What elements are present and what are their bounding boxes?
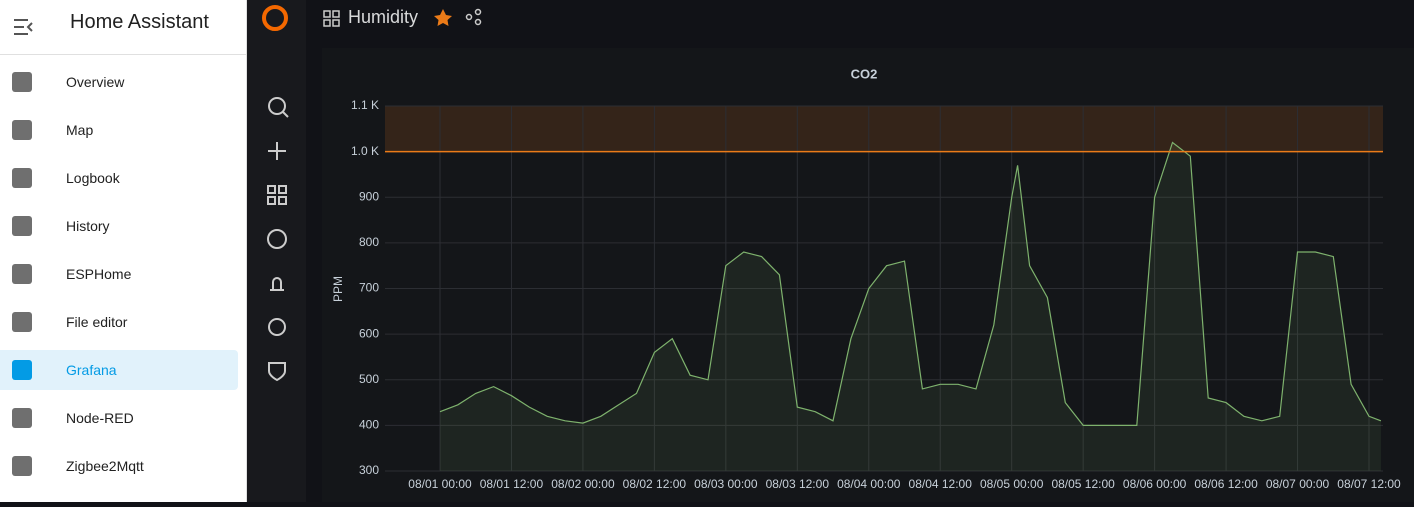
nav-item[interactable]: Grafana: [0, 350, 238, 390]
panel-title: CO2: [851, 66, 878, 81]
nav-label: History: [66, 218, 110, 234]
x-tick-label: 08/05 12:00: [1051, 477, 1115, 491]
share-icon[interactable]: [465, 8, 482, 26]
x-tick-label: 08/03 12:00: [766, 477, 830, 491]
dashboard-title[interactable]: Humidity: [348, 7, 418, 27]
panel: [322, 48, 1414, 502]
x-tick-label: 08/05 00:00: [980, 477, 1044, 491]
nav-icon: [12, 408, 32, 428]
x-tick-label: 08/06 00:00: [1123, 477, 1187, 491]
nav-item[interactable]: Overview: [0, 62, 238, 102]
nav-item[interactable]: History: [0, 206, 238, 246]
y-tick-label: 600: [359, 326, 379, 340]
x-tick-label: 08/02 12:00: [623, 477, 687, 491]
sidebar: Home Assistant Overview Map Logbook History…: [0, 0, 247, 502]
nav-icon: [12, 456, 32, 476]
nav-icon: [12, 216, 32, 236]
nav-icon: [12, 360, 32, 380]
x-tick-label: 08/04 00:00: [837, 477, 901, 491]
y-tick-label: 500: [359, 372, 379, 386]
nav-icons: [262, 5, 289, 382]
nav-label: Map: [66, 122, 94, 138]
y-tick-label: 800: [359, 235, 379, 249]
x-tick-label: 08/07 00:00: [1266, 477, 1330, 491]
menu-icon[interactable]: [12, 15, 36, 39]
nav-icon: [12, 312, 32, 332]
nav-item[interactable]: Logbook: [0, 158, 238, 198]
nav-label: Grafana: [66, 362, 117, 378]
nav-icon: [12, 264, 32, 284]
y-tick-label: 300: [359, 463, 379, 477]
y-tick-label: 700: [359, 281, 379, 295]
nav-label: File editor: [66, 314, 128, 330]
x-tick-label: 08/03 00:00: [694, 477, 758, 491]
nav-item[interactable]: ESPHome: [0, 254, 238, 294]
star-icon[interactable]: [434, 9, 452, 26]
y-tick-label: 1.1 K: [351, 98, 379, 112]
series-line: [439, 141, 1382, 426]
x-tick-label: 08/06 12:00: [1194, 477, 1258, 491]
y-tick-label: 1.0 K: [351, 144, 379, 158]
grafana-nav: [247, 0, 306, 502]
x-tick-label: 08/01 00:00: [408, 477, 472, 491]
nav-label: Zigbee2Mqtt: [66, 458, 144, 474]
nav-label: Overview: [66, 74, 125, 90]
nav-icon: [12, 120, 32, 140]
x-tick-label: 08/04 12:00: [909, 477, 973, 491]
x-tick-label: 08/01 12:00: [480, 477, 544, 491]
nav-label: Node-RED: [66, 410, 134, 426]
app-title: Home Assistant: [70, 11, 209, 33]
sidebar-header: Home Assistant: [0, 0, 246, 55]
nav-icon: [12, 72, 32, 92]
nav-label: Logbook: [66, 170, 120, 186]
y-axis-label: PPM: [331, 276, 345, 302]
nav-item[interactable]: Map: [0, 110, 238, 150]
x-tick-label: 08/07 12:00: [1337, 477, 1401, 491]
grafana-main: Humidity CO2 PPM 300 400 500 600 700 800 900 1.…: [322, 7, 1414, 502]
threshold-region: [385, 106, 1383, 152]
y-tick-label: 400: [359, 418, 379, 432]
y-tick-label: 900: [359, 189, 379, 203]
nav-item[interactable]: Zigbee2Mqtt: [0, 446, 238, 486]
x-tick-label: 08/02 00:00: [551, 477, 615, 491]
nav-label: ESPHome: [66, 266, 132, 282]
nav-icon: [12, 168, 32, 188]
nav-item[interactable]: Node-RED: [0, 398, 238, 438]
nav-item[interactable]: File editor: [0, 302, 238, 342]
